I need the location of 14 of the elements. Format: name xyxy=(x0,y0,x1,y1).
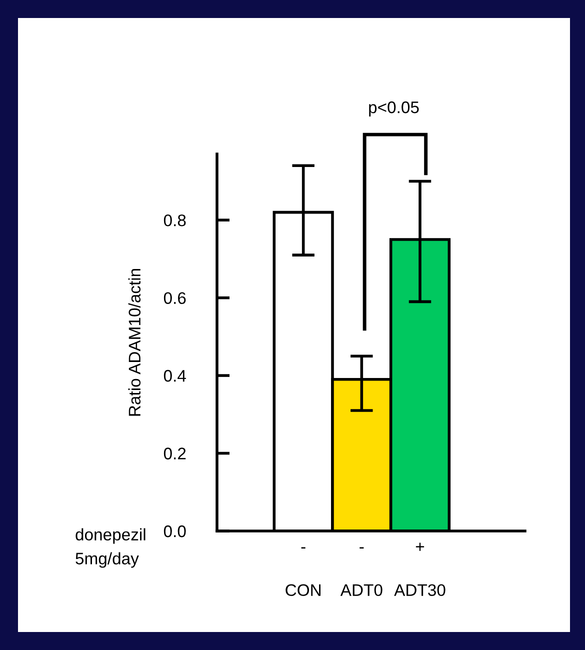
y-tick-label: 0.2 xyxy=(164,448,186,460)
y-tick-label: 0.6 xyxy=(164,292,186,304)
text: + xyxy=(416,542,424,551)
text: p<0.05 xyxy=(369,101,419,117)
x-axis-title: donepezil 5mg/day xyxy=(76,528,146,568)
x-tick-label: ADT0 xyxy=(340,584,382,596)
x-tick-label: ADT30 xyxy=(394,584,446,596)
x-tick-label: CON xyxy=(286,584,320,596)
text: - xyxy=(360,547,364,549)
y-tick-label: 0.8 xyxy=(164,214,186,226)
text: - xyxy=(301,547,306,549)
y-tick-label: 0.0 xyxy=(164,525,186,538)
y-tick-label: 0.4 xyxy=(164,370,186,382)
y-axis-title: Ratio ADAM10/actin xyxy=(128,269,141,416)
